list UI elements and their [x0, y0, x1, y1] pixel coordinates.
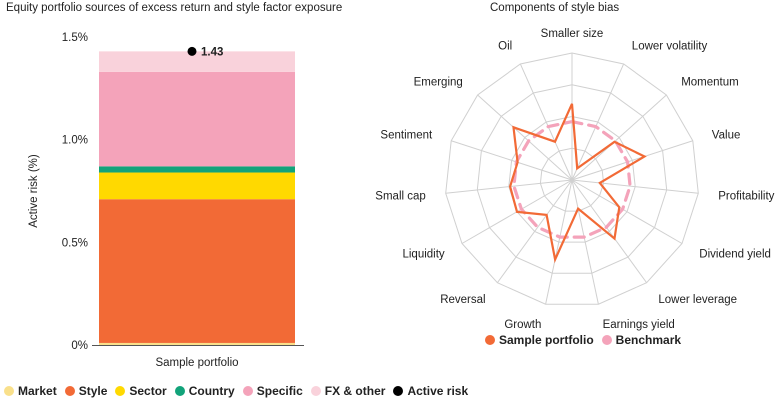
legend-label: Style [78, 384, 108, 398]
radar-spoke [571, 179, 599, 305]
bar-segment-sector [99, 172, 295, 200]
legend-swatch [393, 386, 404, 396]
legend-item-style: Style [64, 384, 108, 398]
radar-axis-label: Small cap [375, 190, 426, 202]
radar-plot: Smaller size Lower volatility Momentum Valu… [375, 28, 774, 331]
radar-axis-label: Dividend yield [699, 249, 771, 261]
legend-item-sample-portfolio: Sample portfolio [485, 333, 594, 347]
legend-swatch [4, 386, 14, 396]
legend-swatch [242, 386, 253, 396]
radar-grid-ring [445, 52, 699, 305]
legend-label: FX & other [324, 384, 386, 398]
radar-spoke [477, 94, 573, 181]
bar-segment-market [99, 342, 295, 345]
legend-label: Country [188, 384, 235, 398]
radar-spoke [571, 140, 693, 181]
legend-label: Market [18, 384, 57, 398]
bar-segment-specific [99, 71, 295, 167]
radar-axis-label: Lower volatility [632, 41, 708, 53]
legend-item-market: Market [4, 384, 57, 398]
radar-grid-ring [539, 147, 605, 212]
y-tick-label: 0.5% [62, 237, 88, 249]
legend-item-active-risk: Active risk [393, 384, 468, 398]
bar-segment-style [99, 199, 295, 343]
active-risk-marker [187, 46, 197, 56]
radar-spoke [571, 179, 648, 284]
legend-label: Sector [129, 384, 167, 398]
bar-plot: 0% 0.5% 1.0% 1.5% Active risk (%) Sample port… [28, 32, 304, 369]
legend-label: Sample portfolio [499, 333, 594, 347]
y-tick-label: 1.5% [62, 32, 88, 44]
bar-segment-country [99, 166, 295, 173]
radar-series-benchmark [512, 119, 632, 239]
radar-axis-label: Smaller size [541, 28, 604, 40]
radar-spoke [496, 179, 573, 284]
right-chart-title: Components of style bias [490, 2, 620, 14]
radar-spoke [571, 63, 625, 181]
radar-axis-label: Liquidity [402, 249, 444, 261]
legend-item-benchmark: Benchmark [601, 333, 682, 347]
legend-swatch [310, 386, 321, 396]
legend-item-country: Country [174, 384, 235, 398]
legend-item-sector: Sector [115, 384, 167, 398]
y-tick-label: 1.0% [62, 135, 88, 147]
legend-item-specific: Specific [242, 384, 303, 398]
radar-spoke [571, 179, 699, 194]
radar-legend: Sample portfolio Benchmark [485, 333, 689, 347]
radar-grid-ring [508, 115, 636, 243]
radar-axis-label: Value [712, 130, 741, 142]
legend-label: Benchmark [615, 333, 682, 347]
radar-spoke [519, 63, 573, 181]
radar-axis-label: Oil [498, 41, 512, 53]
legend-swatch [115, 386, 126, 396]
legend-swatch [64, 386, 75, 396]
bar-segment-fx-and-other [99, 51, 295, 72]
active-risk-value-label: 1.43 [201, 46, 223, 58]
radar-spoke [451, 140, 573, 181]
bar-legend: Market Style Sector Country Specific FX & oth… [4, 384, 476, 398]
radar-spoke [545, 179, 573, 305]
radar-spoke [571, 94, 667, 181]
radar-spoke [571, 179, 683, 244]
radar-axis-label: Profitability [718, 190, 774, 202]
y-tick-label: 0% [71, 340, 88, 352]
radar-axis-label: Momentum [681, 77, 739, 89]
legend-item-fx-and-other: FX & other [310, 384, 386, 398]
radar-axis-label: Earnings yield [603, 319, 675, 331]
radar-axis-label: Emerging [414, 77, 463, 89]
radar-spoke [445, 179, 573, 194]
legend-swatch [601, 335, 612, 345]
radar-grid-ring [476, 84, 668, 274]
legend-swatch [174, 386, 185, 396]
legend-label: Active risk [407, 384, 469, 398]
radar-series-sample-portfolio [508, 103, 647, 264]
radar-axis-label: Reversal [440, 294, 485, 306]
bar-chart: 0% 0.5% 1.0% 1.5% Active risk (%) Sample port… [28, 32, 304, 369]
radar-axis-label: Growth [504, 319, 541, 331]
radar-axis-label: Lower leverage [658, 294, 737, 306]
radar-chart: Smaller size Lower volatility Momentum Valu… [375, 28, 774, 331]
radar-axis-label: Sentiment [380, 130, 433, 142]
left-chart-title: Equity portfolio sources of excess retur… [6, 2, 343, 14]
y-axis-label: Active risk (%) [28, 154, 40, 228]
x-tick-label: Sample portfolio [155, 357, 238, 369]
legend-swatch [485, 335, 495, 345]
legend-label: Specific [256, 384, 303, 398]
